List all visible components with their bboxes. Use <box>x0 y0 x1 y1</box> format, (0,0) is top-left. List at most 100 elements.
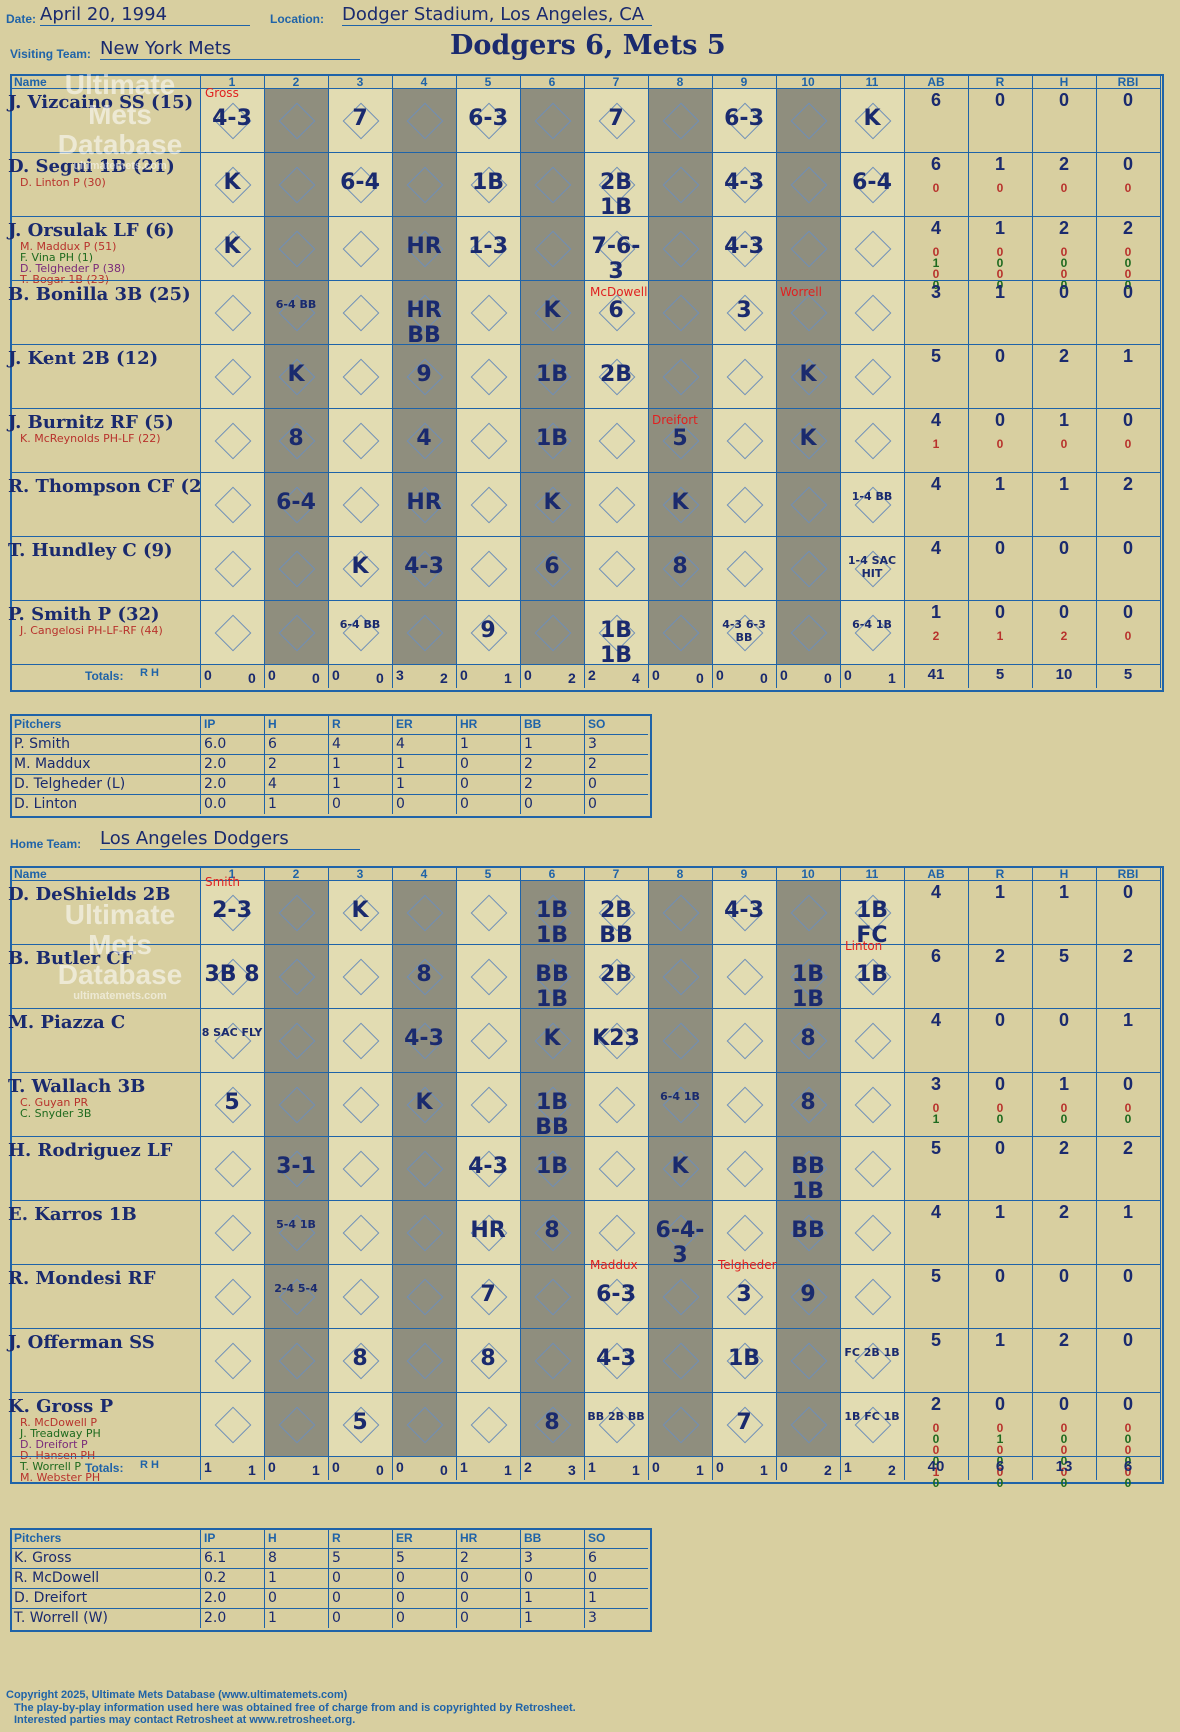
header-inning: 5 <box>484 867 492 881</box>
pitcher-stat: 2 <box>588 756 597 772</box>
pitcher-stat: 0.0 <box>204 796 227 812</box>
inning-cell <box>200 1328 264 1392</box>
stat-h: 0 <box>1058 1266 1069 1286</box>
play-result: 9 <box>416 362 432 387</box>
stat-h: 0 <box>1060 1432 1068 1446</box>
inning-cell <box>712 1008 776 1072</box>
inning-hits: 1 <box>632 1462 640 1478</box>
stat-rbi: 0 <box>1122 1330 1133 1350</box>
pitcher-stat: 0 <box>460 756 469 772</box>
inning-cell <box>392 1136 456 1200</box>
inning-cell <box>648 1392 712 1456</box>
base-diamond <box>726 1150 764 1188</box>
totals-divider <box>10 664 1160 665</box>
inning-cell: 9 <box>392 344 456 408</box>
note-dreifort: Dreifort <box>652 413 698 427</box>
base-diamond <box>726 422 764 460</box>
play-result: BB 1B <box>791 1154 825 1200</box>
base-diamond <box>278 894 316 932</box>
base-diamond <box>214 1406 252 1444</box>
inning-cell: 7 <box>328 88 392 152</box>
inning-hits: 1 <box>760 1462 768 1478</box>
header-inning: 9 <box>740 75 748 89</box>
pitching-col-divider <box>456 1528 457 1628</box>
total-stat: 6 <box>995 1458 1005 1475</box>
inning-cell: 1B <box>840 944 904 1008</box>
header-inning: 4 <box>420 867 428 881</box>
inning-cell <box>328 472 392 536</box>
stat-rbi: 0 <box>1124 278 1132 292</box>
pitcher-stat: 0 <box>332 796 341 812</box>
stat-h: 0 <box>1060 1101 1068 1115</box>
header-inning: 1 <box>228 867 236 881</box>
inning-runs: 0 <box>780 1459 788 1475</box>
stat-ab: 0 <box>932 181 940 195</box>
inning-cell <box>200 536 264 600</box>
stat-ab: 4 <box>930 1010 941 1030</box>
base-diamond <box>214 294 252 332</box>
inning-cell: K <box>392 1072 456 1136</box>
inning-cell: 8 SAC FLY <box>200 1008 264 1072</box>
play-result: 4-3 6-3 BB <box>722 618 766 644</box>
inning-cell: 8 <box>264 408 328 472</box>
play-result: 1B 1B <box>791 962 825 1008</box>
pitching-header: HR <box>460 717 478 731</box>
header-inning: 11 <box>865 75 879 89</box>
stat-r: 1 <box>994 1202 1005 1222</box>
base-diamond <box>790 1406 828 1444</box>
stat-ab: 3 <box>930 1074 941 1094</box>
stat-rbi: 0 <box>1122 154 1133 174</box>
inning-cell <box>328 1008 392 1072</box>
stat-rbi: 0 <box>1122 1394 1133 1414</box>
player-name: B. Bonilla 3B (25) <box>8 284 191 305</box>
play-result: 3 <box>736 1282 752 1307</box>
inning-runs: 0 <box>268 667 276 683</box>
play-result: K <box>415 1090 433 1115</box>
watermark-url: ultimatemets.com <box>73 160 167 172</box>
pitching-header: BB <box>524 717 542 731</box>
play-result: 1B <box>535 1154 569 1179</box>
row-divider <box>10 408 1160 409</box>
inning-hits: 2 <box>568 670 576 686</box>
stat-h: 0 <box>1060 1112 1068 1126</box>
base-diamond <box>534 230 572 268</box>
base-diamond <box>662 614 700 652</box>
play-result: K <box>223 234 241 259</box>
pitcher-stat: 6 <box>268 736 277 752</box>
column-divider <box>264 74 265 688</box>
stat-rbi: 0 <box>1122 882 1133 902</box>
play-result: 3B 8 <box>204 962 260 987</box>
inning-cell <box>520 1264 584 1328</box>
header-inning: 7 <box>612 75 620 89</box>
play-result: K23 <box>592 1026 640 1051</box>
stat-rbi: 1 <box>1122 1010 1133 1030</box>
base-diamond <box>406 1278 444 1316</box>
inning-cell <box>200 600 264 664</box>
inning-cell: 5 <box>328 1392 392 1456</box>
play-result: 6-3 <box>596 1282 636 1307</box>
row-divider <box>10 1392 1160 1393</box>
pitcher-name: R. McDowell <box>14 1570 100 1586</box>
pitcher-stat: 0 <box>588 796 597 812</box>
row-divider <box>10 1200 1160 1201</box>
pitcher-stat: 0 <box>396 796 405 812</box>
inning-cell <box>840 1072 904 1136</box>
inning-cell <box>776 472 840 536</box>
footer-copyright: Copyright 2025, Ultimate Mets Database (… <box>6 1689 348 1701</box>
inning-cell: 1B <box>456 152 520 216</box>
play-result: 6-4 <box>276 490 316 515</box>
home-team-name: Los Angeles Dodgers <box>100 828 360 850</box>
inning-cell <box>392 152 456 216</box>
base-diamond <box>534 102 572 140</box>
visiting-team-label: Visiting Team: <box>10 47 91 61</box>
total-stat: 6 <box>1123 1458 1133 1475</box>
play-result: 1B BB <box>535 1090 569 1136</box>
column-divider <box>1096 74 1097 688</box>
base-diamond <box>342 358 380 396</box>
base-diamond <box>598 1150 636 1188</box>
header-inning: 8 <box>676 867 684 881</box>
inning-runs: 0 <box>524 667 532 683</box>
base-diamond <box>214 550 252 588</box>
play-result: 1B <box>855 962 889 987</box>
pitcher-stat: 1 <box>268 1610 277 1626</box>
